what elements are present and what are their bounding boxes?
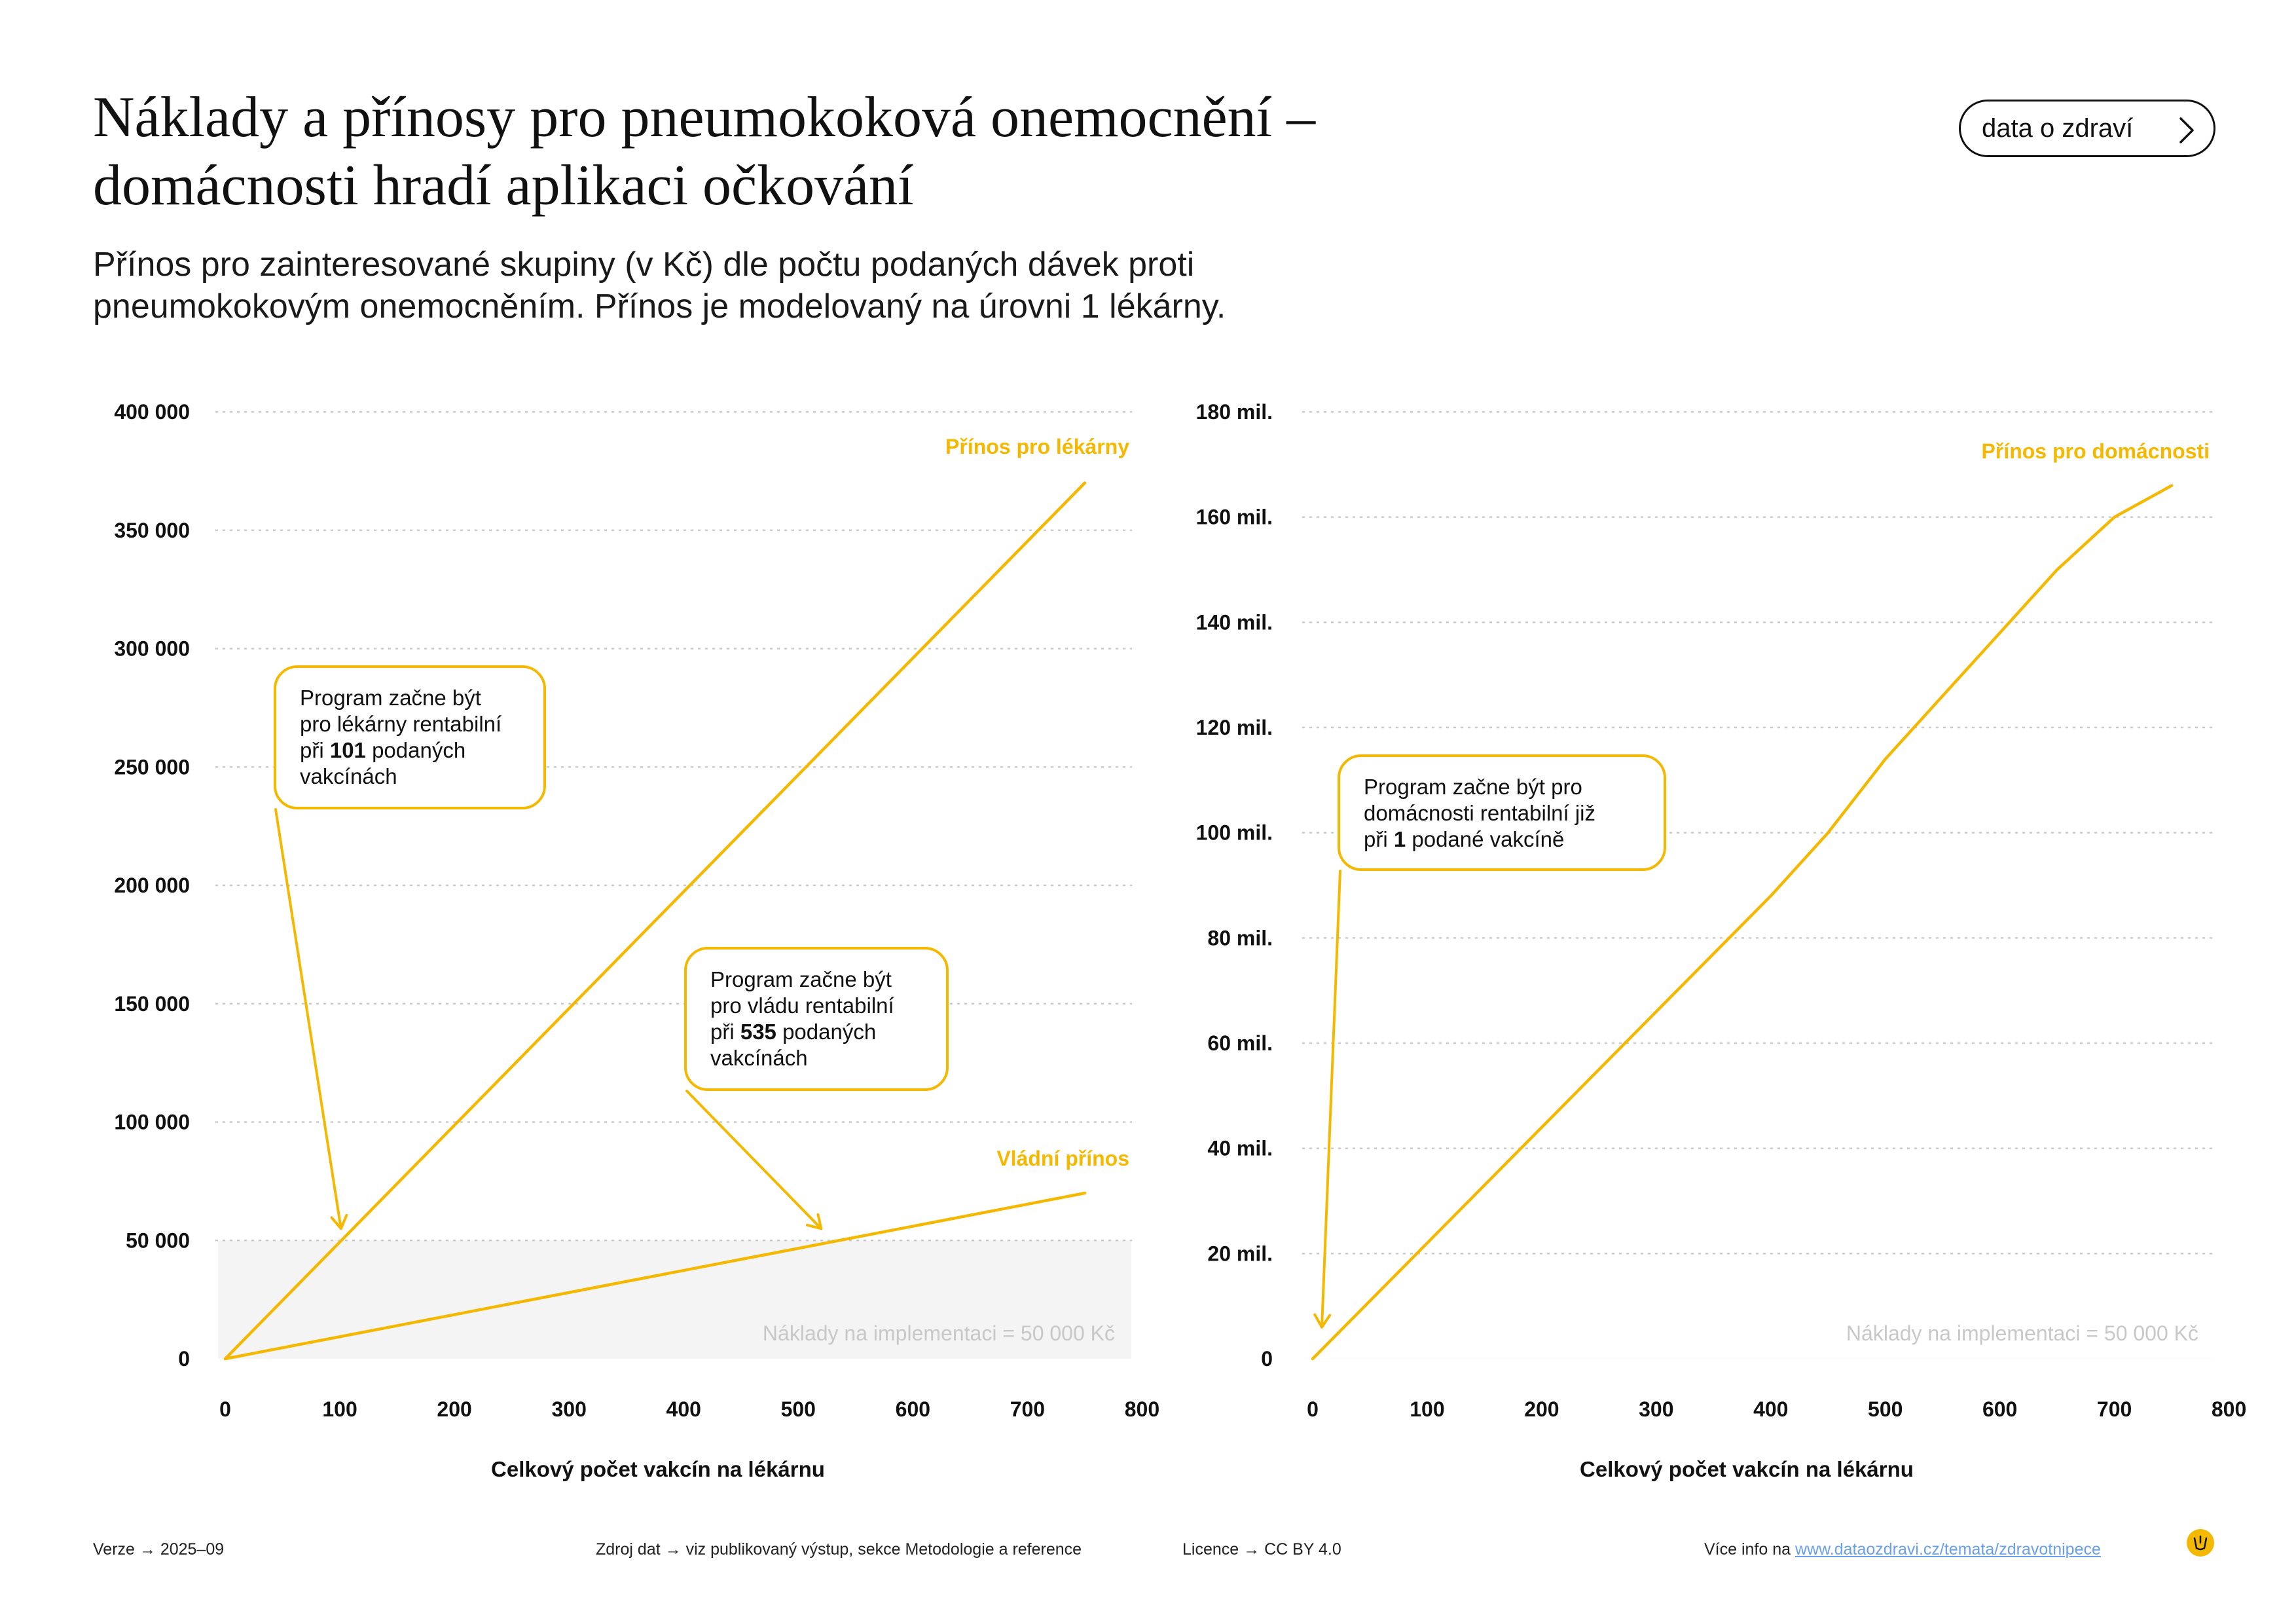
footer-more-info: Více info na www.dataozdravi.cz/temata/z… (1704, 1540, 2101, 1559)
y-tick-label: 160 mil. (1196, 506, 1273, 529)
y-tick-label: 100 mil. (1196, 821, 1273, 845)
cost-band-label: Náklady na implementaci = 50 000 Kč (763, 1321, 1115, 1345)
households-chart: 0 20 mil. 40 mil. 60 mil. 80 mil. 100 mil. 120… (1152, 367, 2296, 1519)
more-info-link[interactable]: www.dataozdravi.cz/temata/zdravotnipece (1795, 1540, 2101, 1559)
annotation-pointer (274, 808, 342, 1230)
y-tick-label: 40 mil. (1207, 1137, 1273, 1160)
x-tick-label: 0 (1307, 1397, 1319, 1421)
x-tick-label: 200 (1524, 1397, 1559, 1421)
x-tick-label: 400 (666, 1397, 701, 1421)
x-axis-label: Celkový počet vakcín na lékárnu (491, 1457, 825, 1481)
y-tick-label: 350 000 (114, 519, 190, 542)
y-tick-label: 20 mil. (1207, 1242, 1273, 1265)
pharmacy-government-chart: 0 50 000 100 000 150 000 200 000 250 000 300 0… (0, 367, 1159, 1519)
cost-band (218, 1240, 1131, 1359)
households-callout: Program začne být pro domácnosti rentabi… (1338, 754, 1666, 871)
x-tick-label: 400 (1753, 1397, 1788, 1421)
right-chart-svg: 0 20 mil. 40 mil. 60 mil. 80 mil. 100 mil. 120… (1196, 400, 2247, 1481)
x-tick-label: 700 (1010, 1397, 1045, 1421)
y-tick-label: 180 mil. (1196, 400, 1273, 424)
x-tick-label: 600 (1982, 1397, 2017, 1421)
footer-version: Verze → 2025–09 (93, 1540, 225, 1559)
annotation-pointer (1320, 870, 1341, 1329)
brand-logo-icon (2187, 1529, 2214, 1557)
x-tick-label: 100 (1410, 1397, 1444, 1421)
x-tick-label: 100 (322, 1397, 357, 1421)
chevron-right-icon (2179, 117, 2194, 143)
y-tick-label: 140 mil. (1196, 610, 1273, 634)
x-tick-label: 700 (2097, 1397, 2132, 1421)
arrow-right-icon: → (139, 1540, 160, 1559)
brand-button-label: data o zdraví (1982, 113, 2134, 143)
x-tick-label: 800 (1125, 1397, 1159, 1421)
series-label: Přínos pro domácnosti (1982, 439, 2210, 463)
series-line (223, 1191, 1087, 1361)
page-subtitle: Přínos pro zainteresované skupiny (v Kč)… (93, 246, 1226, 325)
annotation-pointer (685, 1090, 823, 1230)
x-tick-label: 300 (551, 1397, 586, 1421)
y-tick-label: 300 000 (114, 637, 190, 661)
y-tick-label: 120 mil. (1196, 716, 1273, 739)
y-tick-label: 80 mil. (1207, 926, 1273, 950)
annotation-arrowhead (330, 1213, 348, 1230)
x-tick-label: 200 (437, 1397, 471, 1421)
series-line (223, 481, 1087, 1361)
x-tick-label: 800 (2212, 1397, 2246, 1421)
pharmacy-callout: Program začne být pro lékárny rentabilní… (274, 665, 546, 809)
annotation-arrowhead (1313, 1313, 1332, 1329)
y-tick-label: 250 000 (114, 755, 190, 779)
arrow-right-icon: → (1243, 1540, 1265, 1559)
footer-source: Zdroj dat → viz publikovaný výstup, sekc… (596, 1540, 1082, 1559)
series-label: Přínos pro lékárny (945, 435, 1129, 458)
y-tick-label: 200 000 (114, 874, 190, 897)
x-tick-label: 0 (219, 1397, 231, 1421)
annotation-arrowhead (805, 1213, 823, 1230)
x-tick-label: 300 (1639, 1397, 1673, 1421)
y-tick-label: 0 (1261, 1347, 1273, 1371)
arrow-right-icon: → (665, 1540, 686, 1559)
y-tick-label: 0 (178, 1347, 190, 1371)
page-title: Náklady a přínosy pro pneumokoková onemo… (93, 86, 1316, 217)
series-label: Vládní přínos (996, 1147, 1129, 1170)
y-tick-label: 100 000 (114, 1111, 190, 1134)
x-tick-label: 500 (781, 1397, 816, 1421)
y-tick-label: 400 000 (114, 400, 190, 424)
x-tick-label: 600 (896, 1397, 930, 1421)
footer-license: Licence → CC BY 4.0 (1182, 1540, 1341, 1559)
data-o-zdravi-button[interactable]: data o zdraví (1959, 100, 2215, 157)
x-tick-label: 500 (1868, 1397, 1903, 1421)
x-axis-label: Celkový počet vakcín na lékárnu (1580, 1457, 1914, 1481)
government-callout: Program začne být pro vládu rentabilní p… (684, 947, 949, 1091)
y-tick-label: 150 000 (114, 992, 190, 1016)
left-chart-svg: 0 50 000 100 000 150 000 200 000 250 000 300 0… (114, 400, 1159, 1481)
series-line (1311, 484, 2174, 1361)
y-tick-label: 50 000 (126, 1228, 190, 1252)
cost-band-label: Náklady na implementaci = 50 000 Kč (1846, 1321, 2198, 1345)
y-tick-label: 60 mil. (1207, 1031, 1273, 1055)
